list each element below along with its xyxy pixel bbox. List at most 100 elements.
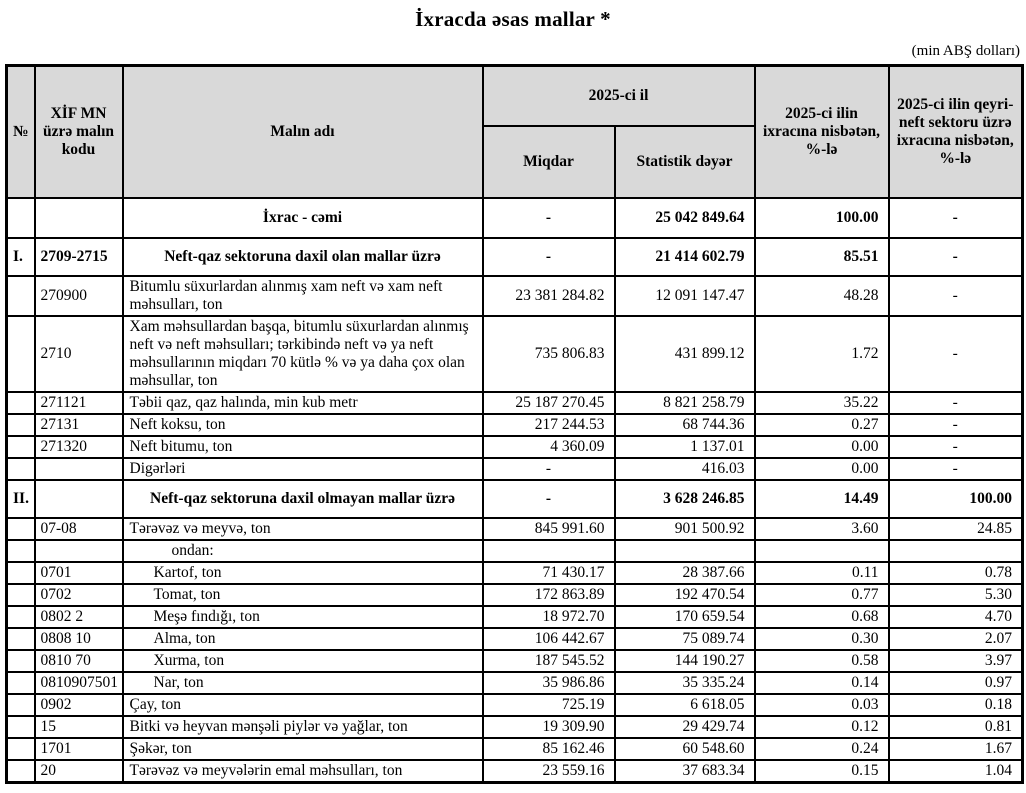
cell-stat-value: 37 683.34 [613,758,756,783]
cell-code: 0701 [33,560,124,585]
table-row: 07-08 Tərəvəz və meyvə, ton 845 991.60 901 … [5,516,1024,541]
cell-no [5,626,36,651]
cell-pct-nonoil: - [887,196,1024,239]
header-code: XİF MN üzrə malın kodu [33,64,124,199]
header-stat-value: Statistik dəyər [613,124,756,199]
cell-no [5,670,36,695]
cell-code [33,456,124,481]
table-header: № XİF MN üzrə malın kodu Malın adı 2025-… [5,64,1024,199]
table-row: 0808 10 Alma, ton 106 442.67 75 089.74 0.30 2… [5,626,1024,651]
cell-name: Digərləri [121,456,484,481]
cell-quantity: 23 559.16 [481,758,616,783]
cell-code: 2709-2715 [33,236,124,277]
cell-no [5,516,36,541]
table-row: 271320 Neft bitumu, ton 4 360.09 1 137.01 0.… [5,434,1024,459]
table-row: 0701 Kartof, ton 71 430.17 28 387.66 0.11 0.7… [5,560,1024,585]
cell-name: Tərəvəz və meyvələrin emal məhsulları, t… [121,758,484,783]
cell-code [33,538,124,563]
cell-quantity: 845 991.60 [481,516,616,541]
cell-name: Tərəvəz və meyvə, ton [121,516,484,541]
cell-pct-total: 0.30 [753,626,890,651]
cell-no [5,196,36,239]
cell-no [5,692,36,717]
cell-no [5,560,36,585]
cell-code: 0802 2 [33,604,124,629]
cell-pct-total: 0.27 [753,412,890,437]
table-row: 2710 Xam məhsullardan başqa, bitumlu süxu… [5,314,1024,393]
cell-no [5,736,36,761]
cell-stat-value: 21 414 602.79 [613,236,756,277]
cell-name: Xam məhsullardan başqa, bitumlu süxurlar… [121,314,484,393]
cell-no [5,538,36,563]
cell-code [33,478,124,519]
cell-pct-total: 0.68 [753,604,890,629]
cell-no [5,314,36,393]
table-row: 0902 Çay, ton 725.19 6 618.05 0.03 0.18 [5,692,1024,717]
unit-note: (min ABŞ dolları) [911,43,1020,59]
cell-quantity: - [481,456,616,481]
cell-pct-total: 0.77 [753,582,890,607]
cell-pct-total [753,538,890,563]
table-row: Digərləri -416.03 0.00- [5,456,1024,481]
header-name: Malın adı [121,64,484,199]
cell-pct-total: 0.58 [753,648,890,673]
cell-no [5,434,36,459]
cell-pct-total: 0.00 [753,456,890,481]
cell-stat-value: 68 744.36 [613,412,756,437]
cell-quantity [481,538,616,563]
cell-pct-nonoil: - [887,434,1024,459]
cell-name: Təbii qaz, qaz halında, min kub metr [121,390,484,415]
export-goods-table: № XİF MN üzrə malın kodu Malın adı 2025-… [5,64,1024,784]
cell-no [5,274,36,317]
table-row: 15 Bitki və heyvan mənşəli piylər və yağl… [5,714,1024,739]
cell-no [5,582,36,607]
cell-quantity: 23 381 284.82 [481,274,616,317]
cell-pct-nonoil: 0.78 [887,560,1024,585]
cell-no [5,412,36,437]
cell-pct-nonoil: 4.70 [887,604,1024,629]
cell-pct-nonoil: 5.30 [887,582,1024,607]
cell-quantity: 735 806.83 [481,314,616,393]
cell-no [5,648,36,673]
table-row: İxrac - cəmi -25 042 849.64 100.00- [5,196,1024,239]
cell-quantity: 35 986.86 [481,670,616,695]
cell-name: Alma, ton [121,626,484,651]
cell-name: Meşə fındığı, ton [121,604,484,629]
header-pct-nonoil: 2025-ci ilin qeyri-neft sektoru üzrə ixr… [887,64,1024,199]
cell-code: 271320 [33,434,124,459]
cell-stat-value: 60 548.60 [613,736,756,761]
cell-code: 0902 [33,692,124,717]
cell-pct-total: 0.24 [753,736,890,761]
cell-stat-value: 28 387.66 [613,560,756,585]
table-row: I. 2709-2715 Neft-qaz sektoruna daxil olan… [5,236,1024,277]
cell-pct-total: 14.49 [753,478,890,519]
cell-pct-nonoil: - [887,274,1024,317]
cell-quantity: 71 430.17 [481,560,616,585]
cell-quantity: 4 360.09 [481,434,616,459]
cell-name: Bitumlu süxurlardan alınmış xam neft və … [121,274,484,317]
cell-stat-value: 144 190.27 [613,648,756,673]
cell-name: Nar, ton [121,670,484,695]
cell-code: 0810907501 [33,670,124,695]
cell-name: İxrac - cəmi [121,196,484,239]
cell-quantity: 187 545.52 [481,648,616,673]
cell-pct-nonoil: 1.67 [887,736,1024,761]
table-row: 1701 Şəkər, ton 85 162.46 60 548.60 0.24 1.67 [5,736,1024,761]
cell-no: II. [5,478,36,519]
cell-code: 07-08 [33,516,124,541]
cell-stat-value [613,538,756,563]
cell-stat-value: 901 500.92 [613,516,756,541]
cell-pct-nonoil: - [887,314,1024,393]
cell-code: 1701 [33,736,124,761]
header-quantity: Miqdar [481,124,616,199]
cell-no [5,390,36,415]
cell-name: Kartof, ton [121,560,484,585]
cell-pct-total: 48.28 [753,274,890,317]
cell-stat-value: 3 628 246.85 [613,478,756,519]
cell-quantity: 725.19 [481,692,616,717]
cell-pct-nonoil: 3.97 [887,648,1024,673]
cell-pct-nonoil: 24.85 [887,516,1024,541]
cell-name: Tomat, ton [121,582,484,607]
cell-name: Neft bitumu, ton [121,434,484,459]
cell-stat-value: 431 899.12 [613,314,756,393]
